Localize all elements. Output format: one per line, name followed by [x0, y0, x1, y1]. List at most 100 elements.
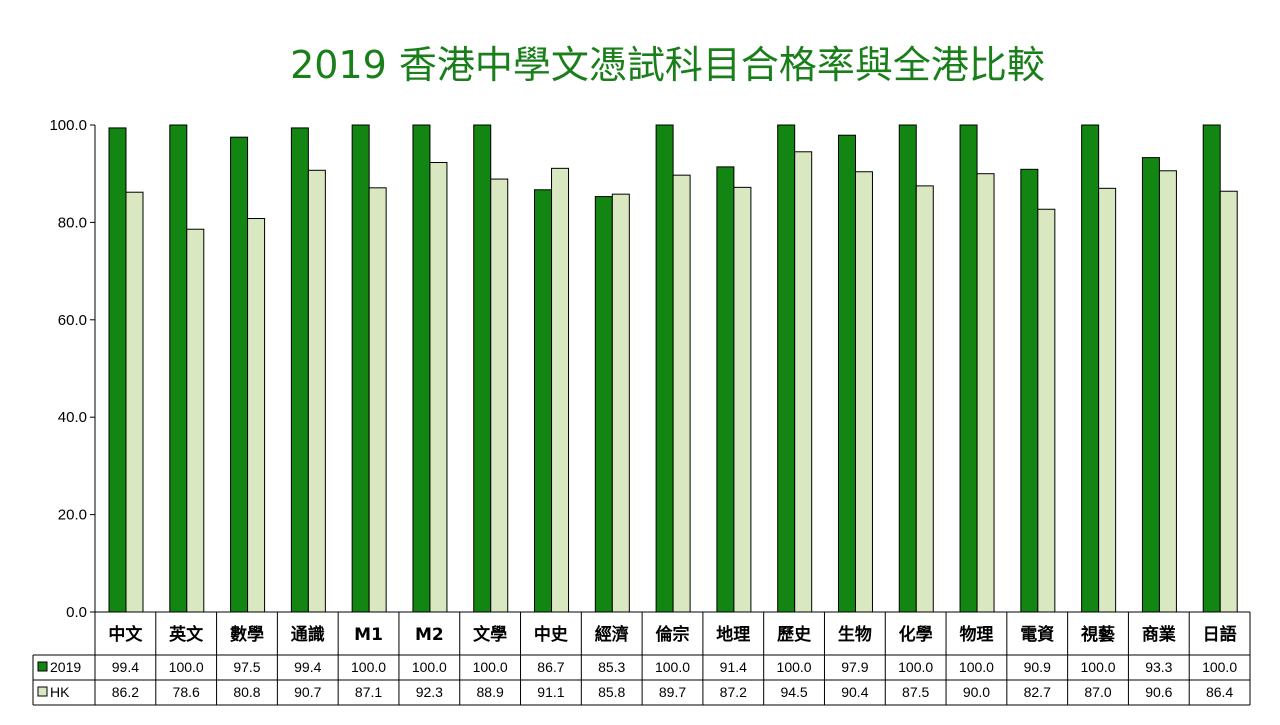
legend-label: HK — [50, 684, 70, 700]
data-label: 87.5 — [902, 684, 929, 700]
bar-school — [230, 136, 249, 613]
data-label: 100.0 — [412, 659, 447, 675]
y-tick-label: 20.0 — [58, 507, 87, 524]
bar-hk — [247, 218, 266, 613]
bar-hk — [672, 174, 691, 613]
chart-title: 2019 香港中學文憑試科目合格率與全港比較 — [290, 43, 1045, 87]
y-tick-label: 100.0 — [49, 117, 87, 134]
category-label: 商業 — [1142, 624, 1176, 645]
bar-hk — [429, 161, 448, 613]
data-label: 99.4 — [112, 659, 139, 675]
bar-hk — [854, 171, 873, 613]
bar-school — [777, 124, 796, 613]
bar-school — [1081, 124, 1100, 613]
legend-swatch — [37, 661, 48, 672]
bar-hk — [733, 186, 752, 613]
category-label: 地理 — [716, 624, 750, 645]
data-label: 93.3 — [1145, 659, 1172, 675]
y-tick-label: 0.0 — [66, 604, 87, 621]
bar-hk — [611, 193, 630, 613]
bar-hk — [368, 187, 387, 613]
bar-school — [655, 124, 674, 613]
category-label: 通識 — [291, 624, 325, 645]
bar-hk — [1158, 170, 1177, 613]
data-label: 90.0 — [963, 684, 990, 700]
bar-school — [594, 196, 613, 613]
data-label: 100.0 — [959, 659, 994, 675]
y-tick-label: 80.0 — [58, 214, 87, 231]
bar-school — [898, 124, 917, 613]
category-label: 經濟 — [595, 624, 629, 645]
data-label: 88.9 — [477, 684, 504, 700]
category-label: 歷史 — [777, 624, 812, 645]
bar-school — [169, 124, 188, 613]
bar-school — [351, 124, 370, 613]
bar-school — [473, 124, 492, 613]
legend-label: 2019 — [50, 659, 81, 675]
bar-hk — [1219, 190, 1238, 613]
bar-hk — [1098, 187, 1117, 613]
category-label: 化學 — [899, 624, 933, 645]
data-label: 100.0 — [351, 659, 386, 675]
bar-hk — [794, 151, 813, 613]
data-label: 97.9 — [841, 659, 868, 675]
category-label: 英文 — [169, 624, 204, 645]
bar-hk — [976, 173, 995, 613]
data-label: 80.8 — [233, 684, 260, 700]
data-label: 100.0 — [898, 659, 933, 675]
bar-school — [534, 189, 553, 613]
bar-hk — [186, 228, 205, 613]
category-label: 中史 — [534, 624, 569, 645]
data-label: 90.7 — [294, 684, 321, 700]
data-label: 100.0 — [655, 659, 690, 675]
y-tick-label: 40.0 — [58, 409, 87, 426]
data-label: 89.7 — [659, 684, 686, 700]
data-label: 100.0 — [1202, 659, 1237, 675]
data-label: 85.8 — [598, 684, 625, 700]
data-label: 85.3 — [598, 659, 625, 675]
bar-hk — [125, 191, 144, 613]
data-label: 87.1 — [355, 684, 382, 700]
bars-layer — [108, 124, 1238, 613]
category-label: 文學 — [473, 624, 507, 645]
bar-school — [1141, 157, 1160, 613]
data-label: 87.2 — [720, 684, 747, 700]
category-label: M1 — [354, 625, 383, 645]
category-label: M2 — [415, 625, 444, 645]
category-label: 中文 — [108, 624, 143, 645]
category-label: 物理 — [959, 624, 993, 645]
data-label: 99.4 — [294, 659, 321, 675]
data-label: 90.6 — [1145, 684, 1172, 700]
axis-layer: 0.0 20.0 40.0 60.0 80.0 100.0 — [49, 117, 96, 621]
data-label: 82.7 — [1024, 684, 1051, 700]
bar-hk — [915, 185, 934, 613]
bar-hk — [551, 167, 570, 613]
data-label: 90.9 — [1024, 659, 1051, 675]
category-label: 電資 — [1020, 625, 1054, 645]
data-label: 92.3 — [416, 684, 443, 700]
data-label: 100.0 — [1081, 659, 1116, 675]
data-label: 94.5 — [780, 684, 807, 700]
bar-hk — [490, 178, 509, 613]
data-label: 86.4 — [1206, 684, 1233, 700]
category-label: 數學 — [230, 624, 264, 645]
bar-school — [412, 124, 431, 613]
legend-swatch — [37, 686, 48, 697]
category-label: 日語 — [1203, 624, 1237, 645]
data-label: 78.6 — [173, 684, 200, 700]
bar-school — [108, 127, 127, 613]
data-label: 91.1 — [537, 684, 564, 700]
bar-school — [959, 124, 978, 613]
data-table: 中文 英文 數學 通識 M1 M2 文學 中史 經濟 倫宗 地理 歷史 生物 化學 物理 電資 視藝 商業 日語 20… — [32, 611, 1251, 706]
data-label: 91.4 — [720, 659, 747, 675]
data-label: 100.0 — [169, 659, 204, 675]
y-tick-label: 60.0 — [58, 312, 87, 329]
data-label: 100.0 — [473, 659, 508, 675]
bar-school — [837, 134, 856, 613]
category-label: 倫宗 — [656, 624, 690, 645]
data-label: 97.5 — [233, 659, 260, 675]
bar-hk — [1037, 208, 1056, 613]
bar-school — [1202, 124, 1221, 613]
data-label: 87.0 — [1084, 684, 1111, 700]
